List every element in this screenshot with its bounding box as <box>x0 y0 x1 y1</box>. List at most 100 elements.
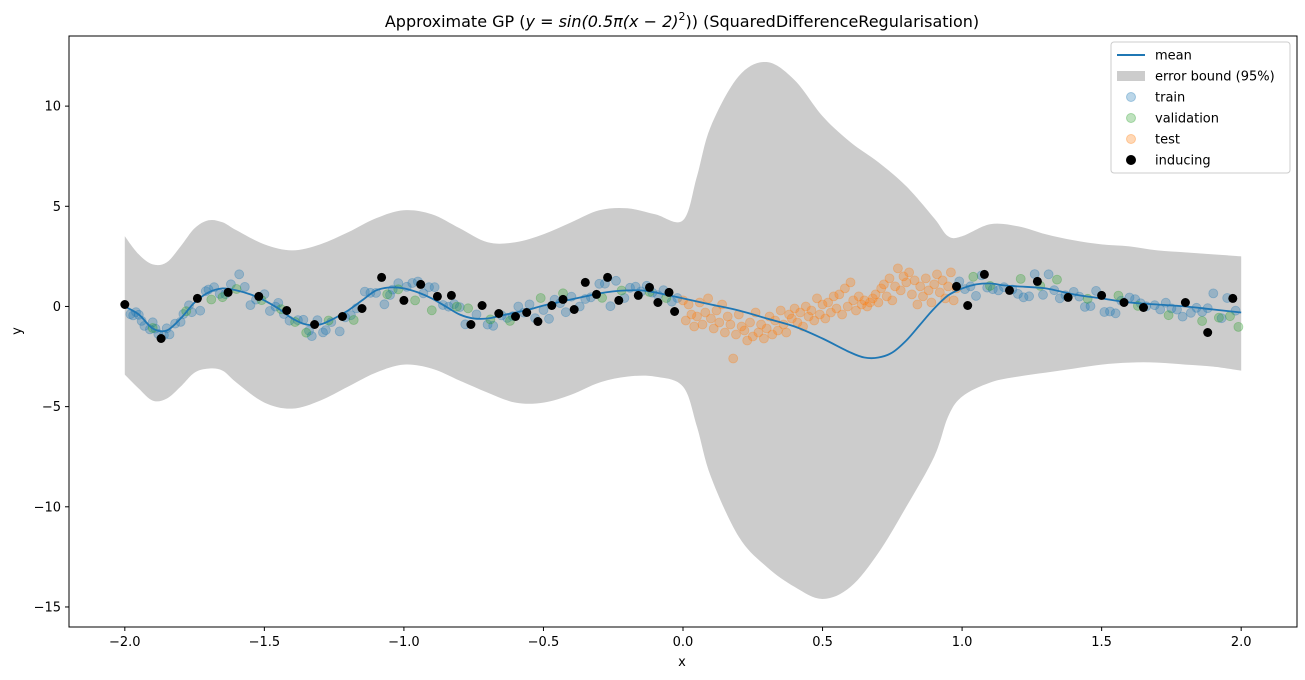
test-point <box>817 299 828 310</box>
train-point <box>666 296 677 307</box>
test-point <box>747 331 758 342</box>
test-point <box>856 299 867 310</box>
test-point <box>683 299 694 310</box>
train-point <box>1085 301 1096 312</box>
train-point <box>334 326 345 337</box>
test-point <box>920 273 931 284</box>
validation-point <box>463 303 474 314</box>
train-point <box>544 313 554 324</box>
inducing-point <box>466 320 476 329</box>
legend: mean error bound (95%) train validation test… <box>1110 41 1291 174</box>
train-point <box>971 290 981 301</box>
test-point <box>823 297 833 308</box>
train-point <box>1099 307 1110 317</box>
test-point <box>893 263 903 274</box>
validation-point <box>1214 312 1224 323</box>
inducing-point <box>416 279 426 289</box>
inducing-point <box>522 308 532 317</box>
test-point <box>686 309 697 320</box>
test-point <box>848 295 859 306</box>
test-point <box>722 311 733 322</box>
train-point <box>524 299 535 310</box>
inducing-point <box>310 320 320 329</box>
test-point <box>728 353 739 364</box>
test-point <box>775 305 786 316</box>
x-axis-label: x <box>678 655 686 670</box>
x-tick-label: 1.0 <box>952 635 973 650</box>
legend-test-swatch <box>1126 134 1136 144</box>
x-tick-label: 0.5 <box>812 635 833 650</box>
test-point <box>725 319 736 330</box>
inducing-point <box>357 304 367 313</box>
train-point <box>318 327 328 338</box>
test-point <box>789 303 800 314</box>
legend-train-swatch <box>1126 92 1136 102</box>
test-point <box>887 295 898 306</box>
test-point <box>731 329 741 340</box>
test-point <box>873 297 884 308</box>
inducing-point <box>547 301 557 310</box>
test-point <box>736 321 747 332</box>
validation-point <box>382 289 393 300</box>
train-point <box>245 300 256 311</box>
train-point <box>1216 313 1227 324</box>
inducing-point <box>670 307 680 316</box>
train-point <box>147 317 158 328</box>
validation-point <box>410 295 421 306</box>
test-point <box>812 293 822 304</box>
inducing-point <box>254 291 264 301</box>
x-tick-label: −2.0 <box>109 635 141 650</box>
test-point <box>845 277 856 288</box>
x-axis-ticks: −2.0 −1.5 −1.0 −0.5 0.0 0.5 1.0 1.5 2.0 <box>109 627 1252 650</box>
inducing-point <box>432 291 442 301</box>
test-point <box>767 329 778 340</box>
test-point <box>806 305 817 316</box>
train-point <box>482 319 493 330</box>
y-tick-label: −5 <box>42 400 61 415</box>
train-point <box>429 282 440 293</box>
validation-point <box>1015 273 1026 284</box>
inducing-point <box>614 295 624 305</box>
inducing-point <box>653 298 663 307</box>
test-point <box>879 279 889 290</box>
test-point <box>689 321 700 332</box>
train-point <box>1105 306 1115 317</box>
test-point <box>831 303 842 314</box>
chart-title: Approximate GP (y = sin(0.5π(x − 2)2)) (… <box>385 10 979 31</box>
test-point <box>800 301 811 312</box>
test-point <box>837 309 847 320</box>
test-point <box>809 315 820 326</box>
train-point <box>1038 289 1048 300</box>
train-point <box>186 307 197 318</box>
test-point <box>859 295 870 306</box>
validation-point <box>1197 316 1207 326</box>
test-point <box>826 307 836 318</box>
legend-label-inducing: inducing <box>1155 154 1211 169</box>
train-point <box>1018 292 1029 303</box>
test-point <box>867 293 878 304</box>
mean-curve <box>124 282 1242 360</box>
test-point <box>739 325 750 336</box>
test-point <box>781 327 792 338</box>
y-tick-label: 0 <box>53 300 61 315</box>
train-point <box>630 281 641 292</box>
test-point <box>853 291 864 302</box>
train-point <box>424 282 434 293</box>
test-point <box>904 267 914 278</box>
validation-point <box>206 294 217 305</box>
test-point <box>929 279 940 290</box>
validation-point <box>348 315 359 325</box>
test-point <box>803 311 814 322</box>
train-point <box>449 299 460 310</box>
test-point <box>700 307 711 318</box>
test-point <box>912 299 923 310</box>
test-point <box>937 275 948 286</box>
inducing-point <box>399 295 409 305</box>
train-point <box>1208 288 1219 299</box>
x-tick-label: −0.5 <box>528 635 560 650</box>
train-point <box>234 269 245 280</box>
x-tick-label: 1.5 <box>1091 635 1112 650</box>
test-point <box>745 317 755 328</box>
train-point <box>611 275 621 286</box>
test-point <box>795 307 806 318</box>
